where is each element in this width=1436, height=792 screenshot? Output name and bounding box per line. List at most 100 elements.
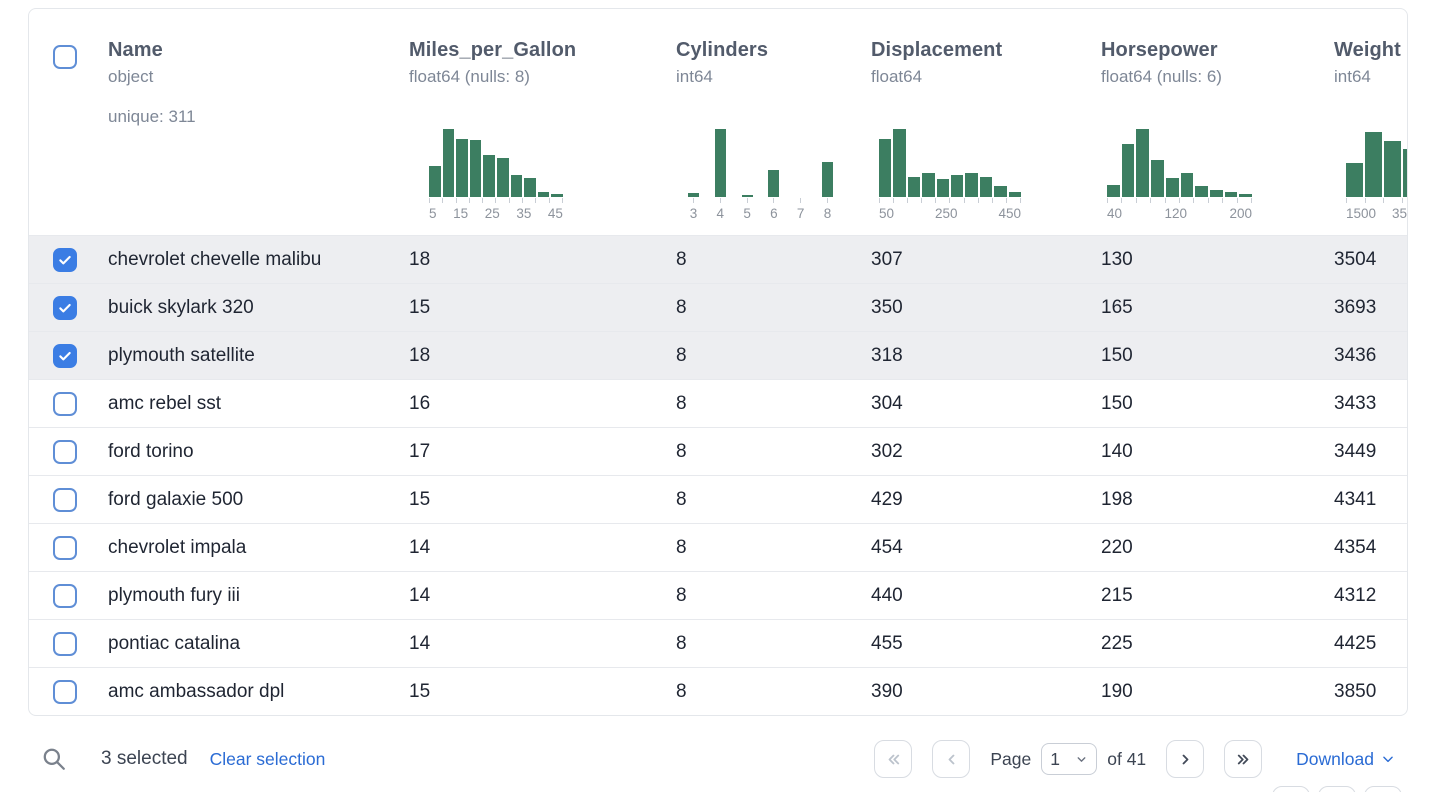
row-checkbox[interactable]	[53, 343, 77, 368]
row-checkbox[interactable]	[53, 631, 77, 656]
cell-name: chevrolet impala	[108, 536, 247, 558]
row-checkbox[interactable]	[53, 679, 77, 704]
cell-miles-per-gallon: 17	[409, 440, 431, 462]
axis-tick-label: 120	[1164, 206, 1188, 221]
table-row[interactable]: chevrolet chevelle malibu 18 8 307 130 3…	[29, 235, 1407, 283]
axis-tick-label: 3	[689, 206, 698, 221]
row-checkbox[interactable]	[53, 295, 77, 320]
table-header: Name object unique: 311 Miles_per_Gallon…	[29, 9, 1407, 235]
histogram-bar	[496, 158, 509, 197]
cell-name: plymouth satellite	[108, 344, 255, 366]
column-header-horsepower[interactable]: Horsepower float64 (nulls: 6) 40 120 200	[1101, 9, 1334, 235]
column-header-name[interactable]: Name object unique: 311	[108, 9, 409, 235]
table-row[interactable]: chevrolet impala 14 8 454 220 4354	[29, 523, 1407, 571]
table-row[interactable]: amc rebel sst 16 8 304 150 3433	[29, 379, 1407, 427]
row-checkbox-cell	[29, 679, 108, 704]
axis-tick	[991, 198, 993, 203]
row-checkbox[interactable]	[53, 439, 77, 464]
table-footer: 3 selected Clear selection Page 1 of 41	[28, 736, 1408, 782]
column-title: Weight	[1334, 39, 1401, 61]
cell-horsepower: 130	[1101, 248, 1133, 270]
first-page-button[interactable]	[874, 740, 913, 778]
histogram-bar	[893, 129, 906, 197]
cell-displacement: 440	[871, 584, 903, 606]
cell-displacement: 307	[871, 248, 903, 270]
column-unique-count: unique: 311	[108, 107, 196, 126]
column-header-miles-per-gallon[interactable]: Miles_per_Gallon float64 (nulls: 8) 5 15 2…	[409, 9, 676, 235]
table-row[interactable]: amc ambassador dpl 15 8 390 190 3850	[29, 667, 1407, 715]
axis-tick	[1346, 198, 1347, 203]
row-checkbox[interactable]	[53, 247, 77, 272]
download-label: Download	[1296, 748, 1374, 769]
cell-name: chevrolet chevelle malibu	[108, 248, 322, 270]
clear-selection-link[interactable]: Clear selection	[209, 748, 326, 769]
page-select[interactable]: 1	[1041, 743, 1098, 775]
select-all-checkbox[interactable]	[53, 45, 77, 69]
axis-tick-label: 200	[1229, 206, 1252, 221]
axis-tick	[548, 198, 550, 203]
table-row[interactable]: ford torino 17 8 302 140 3449	[29, 427, 1407, 475]
axis-tick	[1222, 198, 1224, 203]
cell-miles-per-gallon: 14	[409, 584, 431, 606]
cell-displacement: 302	[871, 440, 903, 462]
row-checkbox-cell	[29, 391, 108, 416]
axis-tick	[495, 198, 497, 203]
cell-miles-per-gallon: 16	[409, 392, 431, 414]
axis-tick	[893, 198, 895, 203]
histogram-weight: 1500 35	[1346, 129, 1407, 221]
partial-button-3[interactable]	[1364, 786, 1402, 792]
histogram-bar	[442, 129, 455, 197]
cell-weight: 3433	[1334, 392, 1377, 414]
column-dtype: object	[108, 67, 154, 86]
axis-tick	[1135, 198, 1137, 203]
table-row[interactable]: plymouth satellite 18 8 318 150 3436	[29, 331, 1407, 379]
axis-tick-label: 5	[429, 206, 437, 221]
histogram-bar	[551, 194, 563, 197]
row-checkbox[interactable]	[53, 391, 77, 416]
column-header-weight[interactable]: Weight int64 1500 35	[1334, 9, 1407, 235]
table-row[interactable]: buick skylark 320 15 8 350 165 3693	[29, 283, 1407, 331]
row-checkbox[interactable]	[53, 583, 77, 608]
download-button[interactable]: Download	[1296, 749, 1395, 770]
axis-tick	[1005, 198, 1007, 203]
cell-weight: 3436	[1334, 344, 1377, 366]
table-row[interactable]: ford galaxie 500 15 8 429 198 4341	[29, 475, 1407, 523]
row-checkbox-cell	[29, 631, 108, 656]
cell-horsepower: 190	[1101, 680, 1133, 702]
last-page-button[interactable]	[1224, 740, 1263, 778]
cell-displacement: 454	[871, 536, 903, 558]
axis-tick	[935, 198, 937, 203]
cell-horsepower: 150	[1101, 392, 1133, 414]
column-header-cylinders[interactable]: Cylinders int64 3 4 5 6 7 8	[676, 9, 871, 235]
column-dtype: int64	[676, 67, 713, 86]
previous-page-button[interactable]	[932, 740, 971, 778]
cell-weight: 4425	[1334, 632, 1377, 654]
axis-tick-label: 15	[453, 206, 469, 221]
column-header-displacement[interactable]: Displacement float64 50 250 450	[871, 9, 1101, 235]
page-label: Page	[990, 748, 1032, 769]
search-icon[interactable]	[41, 746, 67, 772]
row-checkbox[interactable]	[53, 487, 77, 512]
page-total: of 41	[1107, 748, 1147, 769]
table-row[interactable]: pontiac catalina 14 8 455 225 4425	[29, 619, 1407, 667]
histogram-bar	[469, 140, 482, 197]
row-checkbox[interactable]	[53, 535, 77, 560]
row-checkbox-cell	[29, 295, 108, 320]
partial-button-1[interactable]	[1272, 786, 1310, 792]
histogram-horsepower: 40 120 200	[1107, 129, 1253, 221]
column-dtype: float64 (nulls: 8)	[409, 67, 530, 86]
partial-button-2[interactable]	[1318, 786, 1356, 792]
column-title: Miles_per_Gallon	[409, 39, 577, 61]
axis-tick	[907, 198, 909, 203]
chevron-left-icon	[948, 754, 955, 764]
chevron-right-icon	[1182, 754, 1189, 764]
axis-tick	[1193, 198, 1195, 203]
histogram-bar	[741, 195, 753, 197]
cell-weight: 4312	[1334, 584, 1377, 606]
next-page-button[interactable]	[1166, 740, 1205, 778]
histogram-bar	[1239, 194, 1253, 197]
histogram-miles-per-gallon: 5 15 25 35 45	[429, 129, 563, 221]
table-row[interactable]: plymouth fury iii 14 8 440 215 4312	[29, 571, 1407, 619]
histogram-bar	[936, 179, 950, 197]
cell-cylinders: 8	[676, 536, 687, 558]
